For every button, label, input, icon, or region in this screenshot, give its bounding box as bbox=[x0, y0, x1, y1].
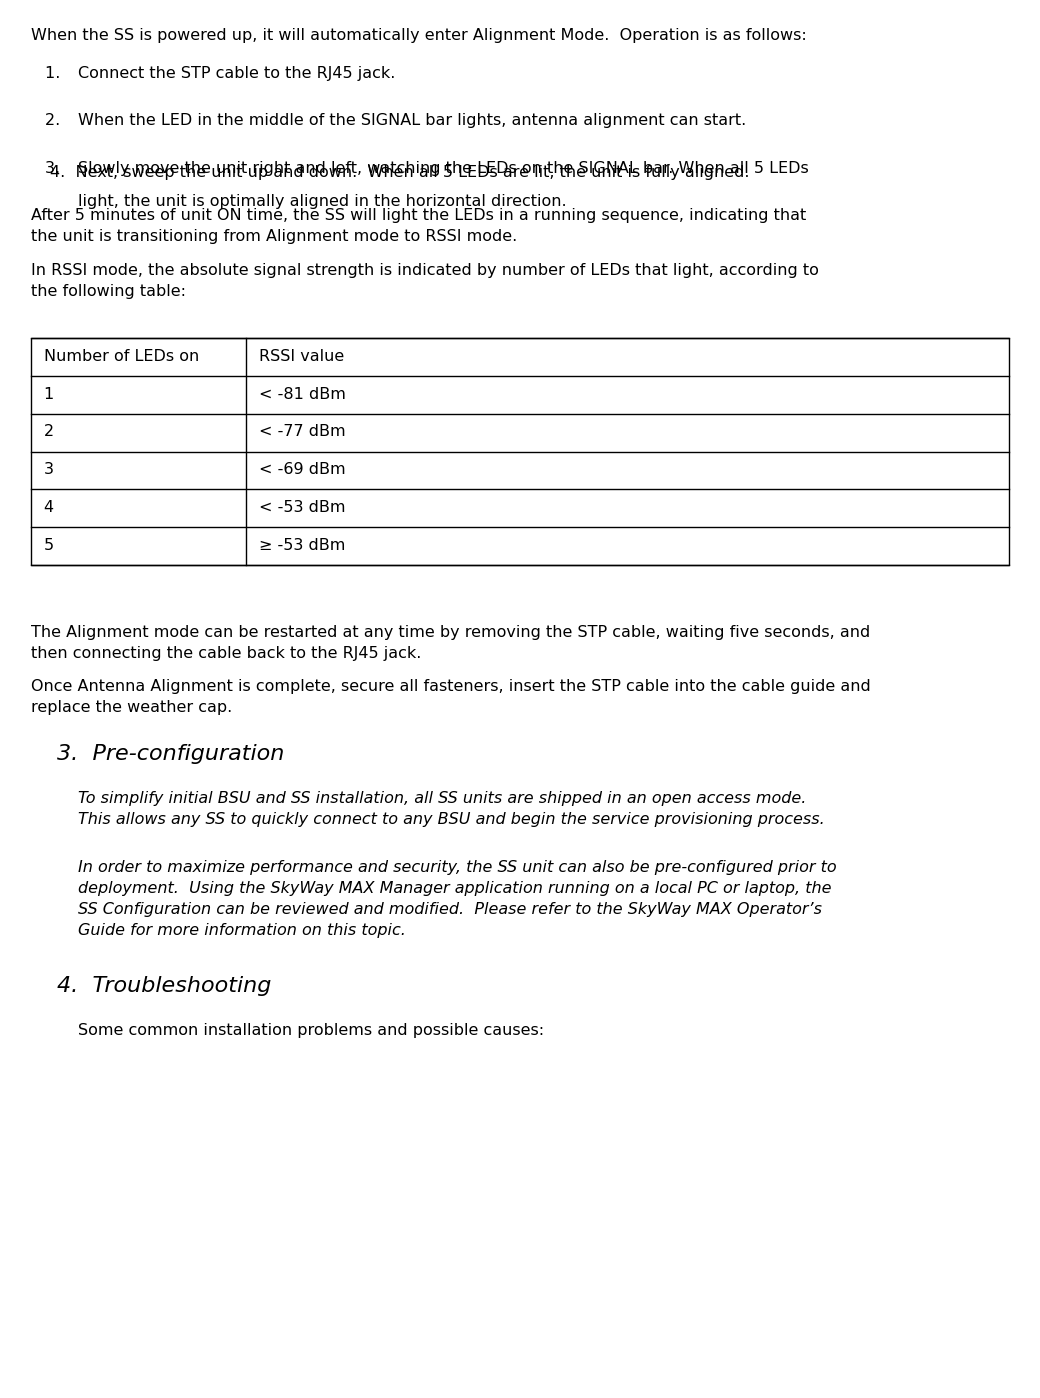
Text: In order to maximize performance and security, the SS unit can also be pre-confi: In order to maximize performance and sec… bbox=[78, 860, 836, 938]
Bar bbox=[31, 338, 1009, 565]
Text: 3.  Pre-configuration: 3. Pre-configuration bbox=[57, 744, 285, 763]
Text: 3.: 3. bbox=[45, 161, 70, 176]
Text: 3: 3 bbox=[44, 463, 54, 477]
Text: When the SS is powered up, it will automatically enter Alignment Mode.  Operatio: When the SS is powered up, it will autom… bbox=[31, 28, 807, 43]
Text: Once Antenna Alignment is complete, secure all fasteners, insert the STP cable i: Once Antenna Alignment is complete, secu… bbox=[31, 679, 870, 716]
Text: 1: 1 bbox=[44, 387, 54, 401]
Text: When the LED in the middle of the SIGNAL bar lights, antenna alignment can start: When the LED in the middle of the SIGNAL… bbox=[78, 113, 747, 129]
Text: After 5 minutes of unit ON time, the SS will light the LEDs in a running sequenc: After 5 minutes of unit ON time, the SS … bbox=[31, 208, 806, 245]
Text: To simplify initial BSU and SS installation, all SS units are shipped in an open: To simplify initial BSU and SS installat… bbox=[78, 791, 825, 828]
Text: ≥ -53 dBm: ≥ -53 dBm bbox=[259, 538, 345, 552]
Text: < -81 dBm: < -81 dBm bbox=[259, 387, 345, 401]
Text: 2: 2 bbox=[44, 425, 54, 439]
Text: 5: 5 bbox=[44, 538, 54, 552]
Text: RSSI value: RSSI value bbox=[259, 350, 344, 363]
Text: < -53 dBm: < -53 dBm bbox=[259, 500, 345, 514]
Text: Slowly move the unit right and left, watching the LEDs on the SIGNAL bar. When a: Slowly move the unit right and left, wat… bbox=[78, 161, 809, 176]
Text: < -77 dBm: < -77 dBm bbox=[259, 425, 345, 439]
Text: Number of LEDs on: Number of LEDs on bbox=[44, 350, 199, 363]
Text: Some common installation problems and possible causes:: Some common installation problems and po… bbox=[78, 1023, 544, 1039]
Text: 2.: 2. bbox=[45, 113, 71, 129]
Text: 4.  Next, sweep the unit up and down.  When all 5 LEDs are lit, the unit is full: 4. Next, sweep the unit up and down. Whe… bbox=[50, 165, 750, 180]
Text: 4: 4 bbox=[44, 500, 54, 514]
Text: 1.: 1. bbox=[45, 66, 71, 81]
Text: 4.  Troubleshooting: 4. Troubleshooting bbox=[57, 976, 271, 995]
Text: In RSSI mode, the absolute signal strength is indicated by number of LEDs that l: In RSSI mode, the absolute signal streng… bbox=[31, 263, 820, 299]
Text: Connect the STP cable to the RJ45 jack.: Connect the STP cable to the RJ45 jack. bbox=[78, 66, 395, 81]
Text: < -69 dBm: < -69 dBm bbox=[259, 463, 345, 477]
Text: The Alignment mode can be restarted at any time by removing the STP cable, waiti: The Alignment mode can be restarted at a… bbox=[31, 625, 870, 661]
Text: light, the unit is optimally aligned in the horizontal direction.: light, the unit is optimally aligned in … bbox=[78, 194, 567, 208]
